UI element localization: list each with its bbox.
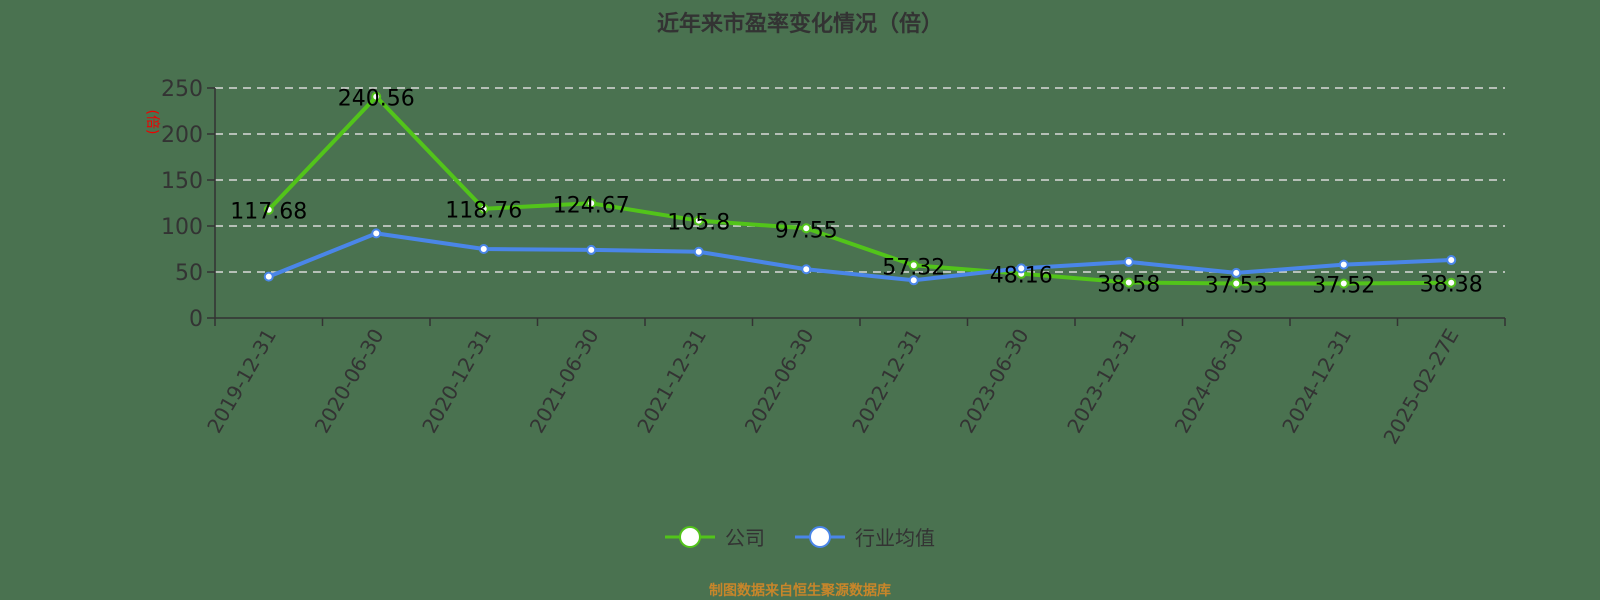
data-point[interactable] xyxy=(1231,267,1242,278)
x-tick-label: 2019-12-31 xyxy=(202,325,281,438)
x-tick-label: 2020-06-30 xyxy=(310,325,389,438)
data-point[interactable] xyxy=(263,271,274,282)
data-point[interactable] xyxy=(586,244,597,255)
legend-marker-blue-icon xyxy=(795,525,845,548)
data-point[interactable] xyxy=(1446,255,1457,266)
data-point[interactable] xyxy=(1338,278,1349,289)
y-tick-label: 150 xyxy=(161,169,203,194)
x-tick-label: 2023-06-30 xyxy=(955,325,1034,438)
x-tick-label: 2024-12-31 xyxy=(1277,325,1356,438)
data-label: 57.32 xyxy=(882,255,945,280)
y-tick-label: 0 xyxy=(189,307,203,332)
data-point[interactable] xyxy=(371,228,382,239)
company-line xyxy=(267,94,1452,286)
y-tick-label: 250 xyxy=(161,77,203,102)
chart-title: 近年来市盈率变化情况（倍） xyxy=(656,12,943,37)
data-label: 37.53 xyxy=(1205,273,1268,298)
x-tick-label: 2025-02-27E xyxy=(1378,325,1463,449)
x-tick-label: 2022-12-31 xyxy=(847,325,926,438)
legend-item-industry[interactable]: 行业均值 xyxy=(795,522,935,551)
y-tick-label: 50 xyxy=(175,261,203,286)
data-label: 118.76 xyxy=(445,199,522,224)
data-label: 97.55 xyxy=(775,218,838,243)
legend-label-company: 公司 xyxy=(725,526,765,550)
data-point[interactable] xyxy=(693,215,704,226)
data-point[interactable] xyxy=(586,198,597,209)
legend: 公司 行业均值 xyxy=(0,522,1600,551)
legend-marker-green-icon xyxy=(665,525,715,548)
data-point[interactable] xyxy=(908,275,919,286)
legend-label-industry: 行业均值 xyxy=(855,526,935,550)
data-label: 105.8 xyxy=(667,211,730,236)
data-label: 37.52 xyxy=(1312,273,1375,298)
x-tick-label: 2023-12-31 xyxy=(1062,325,1141,438)
data-point[interactable] xyxy=(1123,256,1134,267)
source-footer: 制图数据来自恒生聚源数据库 xyxy=(709,583,891,599)
x-tick-label: 2020-12-31 xyxy=(417,325,496,438)
x-tick-label: 2024-06-30 xyxy=(1170,325,1249,438)
data-label: 38.38 xyxy=(1420,273,1483,298)
x-tick-label: 2021-06-30 xyxy=(525,325,604,438)
data-point[interactable] xyxy=(1123,277,1134,288)
data-point[interactable] xyxy=(801,223,812,234)
industry-line xyxy=(268,231,1452,283)
data-point[interactable] xyxy=(908,260,919,271)
data-point[interactable] xyxy=(693,246,704,257)
legend-item-company[interactable]: 公司 xyxy=(665,522,765,551)
x-tick-label: 2022-06-30 xyxy=(740,325,819,438)
data-point[interactable] xyxy=(371,91,382,102)
data-point[interactable] xyxy=(478,203,489,214)
y-tick-label: 200 xyxy=(161,123,203,148)
x-tick-label: 2021-12-31 xyxy=(632,325,711,438)
data-point[interactable] xyxy=(1016,263,1027,274)
data-point[interactable] xyxy=(1231,278,1242,289)
y-axis-label: (倍) xyxy=(144,110,160,135)
data-point[interactable] xyxy=(1446,277,1457,288)
data-label: 48.16 xyxy=(990,264,1053,289)
data-label: 38.58 xyxy=(1097,273,1160,298)
data-label: 117.68 xyxy=(230,200,307,225)
data-label: 124.67 xyxy=(553,193,630,218)
data-point[interactable] xyxy=(263,204,274,215)
data-point[interactable] xyxy=(1338,259,1349,270)
data-label: 240.56 xyxy=(338,87,415,112)
y-tick-label: 100 xyxy=(161,215,203,240)
data-point[interactable] xyxy=(478,244,489,254)
data-point[interactable] xyxy=(801,264,812,275)
